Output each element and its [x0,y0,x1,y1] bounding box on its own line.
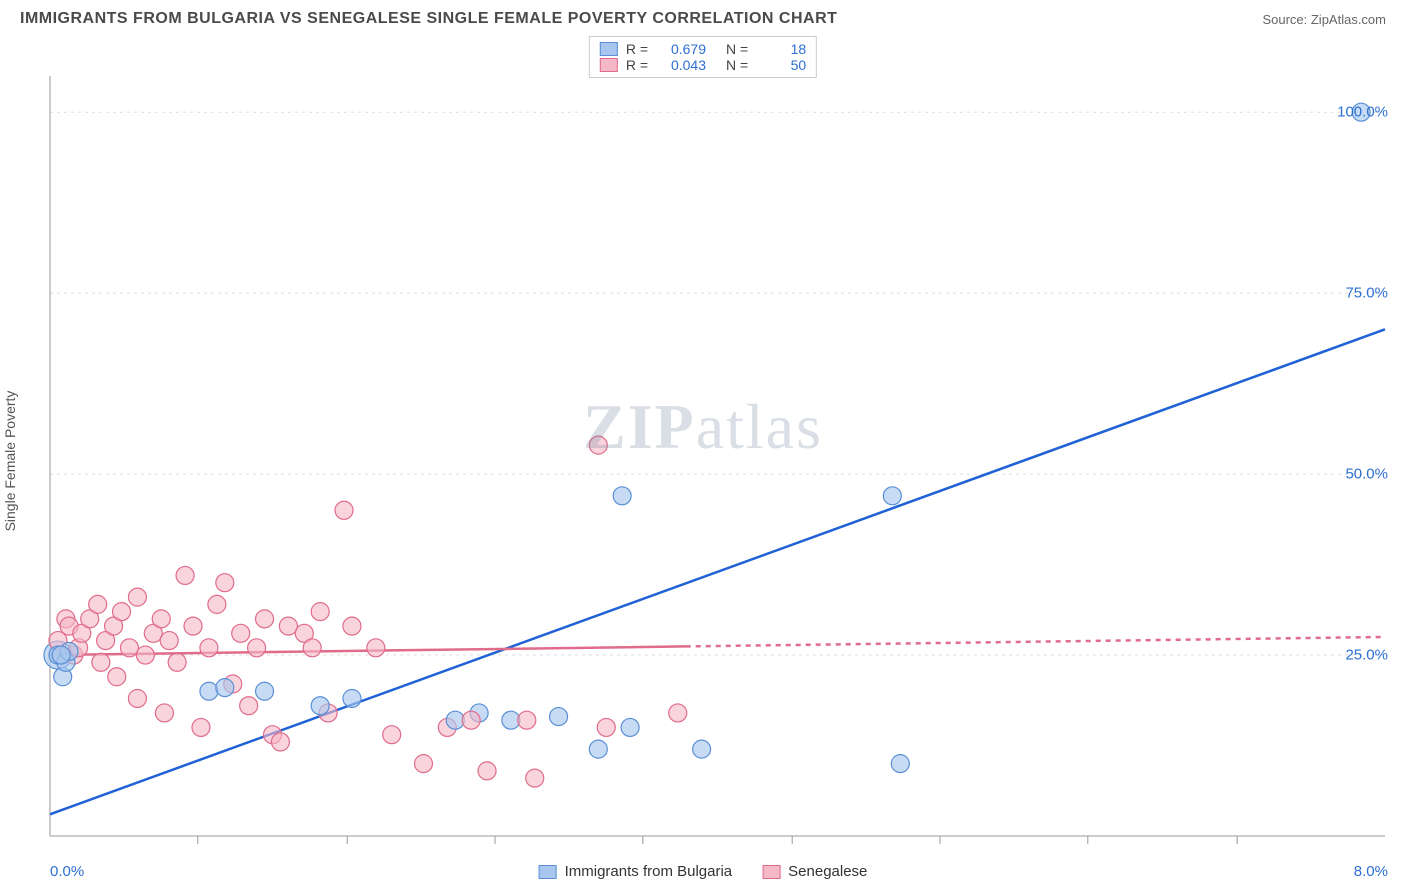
r-value: 0.043 [656,57,706,73]
legend-swatch [600,58,618,72]
chart-container: Single Female Poverty ZIPatlas R =0.679N… [0,36,1406,886]
r-value: 0.679 [656,41,706,57]
n-label: N = [726,57,748,73]
chart-header: IMMIGRANTS FROM BULGARIA VS SENEGALESE S… [0,0,1406,36]
legend-swatch [539,865,557,879]
correlation-legend: R = 0.679 N = 18 R = 0.043 N = 50 [589,36,817,78]
y-tick-label: 75.0% [1345,285,1388,302]
r-label: R = [626,57,648,73]
legend-swatch [762,865,780,879]
y-tick-label: 25.0% [1345,647,1388,664]
y-tick-label: 100.0% [1337,104,1388,121]
legend-stat-row: R = 0.043 N = 50 [600,57,806,73]
series-legend: Immigrants from Bulgaria Senegalese [539,863,868,880]
legend-swatch [600,42,618,56]
scatter-plot [0,36,1406,886]
chart-title: IMMIGRANTS FROM BULGARIA VS SENEGALESE S… [20,10,837,28]
y-tick-label: 50.0% [1345,466,1388,483]
n-value: 50 [756,57,806,73]
y-axis-label: Single Female Poverty [2,391,18,532]
legend-item: Senegalese [762,863,867,880]
chart-source: Source: ZipAtlas.com [1262,12,1386,27]
x-axis-min: 0.0% [50,863,84,880]
legend-item: Immigrants from Bulgaria [539,863,733,880]
r-label: R = [626,41,648,57]
legend-label: Senegalese [788,863,867,880]
n-value: 18 [756,41,806,57]
legend-stat-row: R = 0.679 N = 18 [600,41,806,57]
legend-label: Immigrants from Bulgaria [565,863,733,880]
n-label: N = [726,41,748,57]
x-axis-max: 8.0% [1354,863,1388,880]
